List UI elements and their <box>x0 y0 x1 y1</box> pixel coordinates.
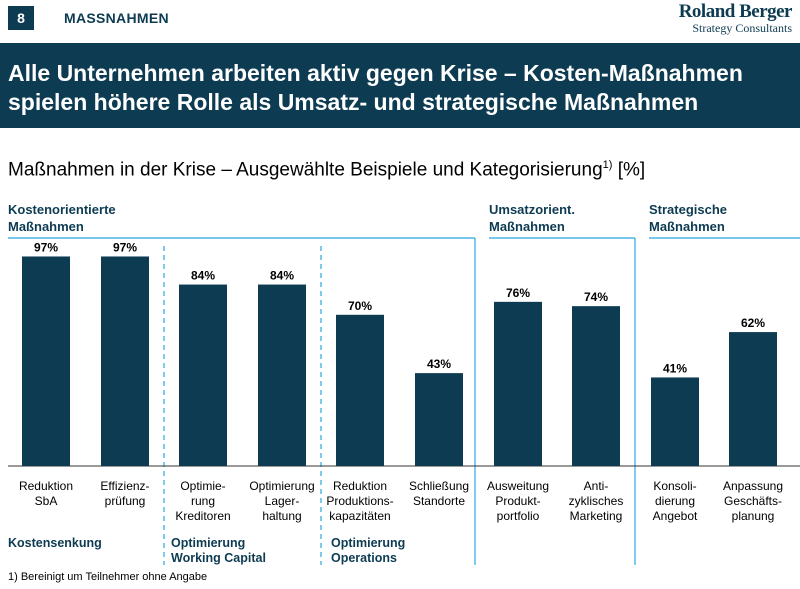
unit-label: [%] <box>612 159 646 181</box>
group-header-1: Umsatzorient. Maßnahmen <box>489 202 575 234</box>
category-label-7: Anti-zyklisches Marketing <box>569 479 624 523</box>
bar-value-label-6: 76% <box>506 286 530 300</box>
bar-4 <box>336 314 384 466</box>
section-label: MASSNAHMEN <box>64 10 169 26</box>
bar-value-label-0: 97% <box>34 240 58 254</box>
category-label-3: Optimierung Lager-haltung <box>249 479 314 523</box>
bar-9 <box>729 332 777 466</box>
bar-value-label-2: 84% <box>191 269 215 283</box>
bar-value-label-9: 62% <box>741 316 765 330</box>
bar-6 <box>494 301 542 466</box>
footnote-marker: 1) <box>602 159 613 171</box>
subgroup-label-0: Kostensenkung <box>8 536 102 550</box>
subgroup-label-2: Optimierung Operations <box>331 536 405 565</box>
group-header-0: Kostenorientierte Maßnahmen <box>8 202 116 234</box>
bar-7 <box>572 306 620 466</box>
bar-value-label-4: 70% <box>348 299 372 313</box>
bar-5 <box>415 373 463 466</box>
chart-subtitle: Maßnahmen in der Krise – Ausgewählte Bei… <box>8 159 645 181</box>
bar-value-label-5: 43% <box>427 357 451 371</box>
bar-3 <box>258 284 306 466</box>
company-logo: Roland Berger Strategy Consultants <box>678 1 793 35</box>
category-label-0: Reduktion SbA <box>19 479 73 508</box>
category-label-9: Anpassung Geschäfts-planung <box>723 479 783 523</box>
footnote: 1) Bereinigt um Teilnehmer ohne Angabe <box>8 571 208 583</box>
category-label-8: Konsoli-dierung Angebot <box>653 479 698 523</box>
bar-8 <box>651 377 699 466</box>
category-label-5: Schließung Standorte <box>409 479 469 508</box>
bar-value-label-7: 74% <box>584 290 608 304</box>
logo-tagline: Strategy Consultants <box>692 21 792 35</box>
page-number-badge: 8 <box>8 6 34 30</box>
chart-subtitle-text: Maßnahmen in der Krise – Ausgewählte Bei… <box>8 159 603 181</box>
category-label-2: Optimie-rung Kreditoren <box>175 479 230 523</box>
bar-value-label-1: 97% <box>113 240 137 254</box>
subgroup-label-1: Optimierung Working Capital <box>171 536 266 565</box>
page-title: Alle Unternehmen arbeiten aktiv gegen Kr… <box>0 43 800 128</box>
bar-1 <box>101 256 149 466</box>
category-label-4: Reduktion Produktions-kapazitäten <box>326 479 393 523</box>
bar-value-label-3: 84% <box>270 269 294 283</box>
bar-2 <box>179 284 227 466</box>
logo-wordmark: Roland Berger <box>678 1 793 22</box>
group-header-2: Strategische Maßnahmen <box>649 202 727 234</box>
category-label-1: Effizienz-prüfung <box>100 479 149 508</box>
category-label-6: Ausweitung Produkt-portfolio <box>487 479 549 523</box>
bar-0 <box>22 256 70 466</box>
bar-value-label-8: 41% <box>663 361 687 375</box>
